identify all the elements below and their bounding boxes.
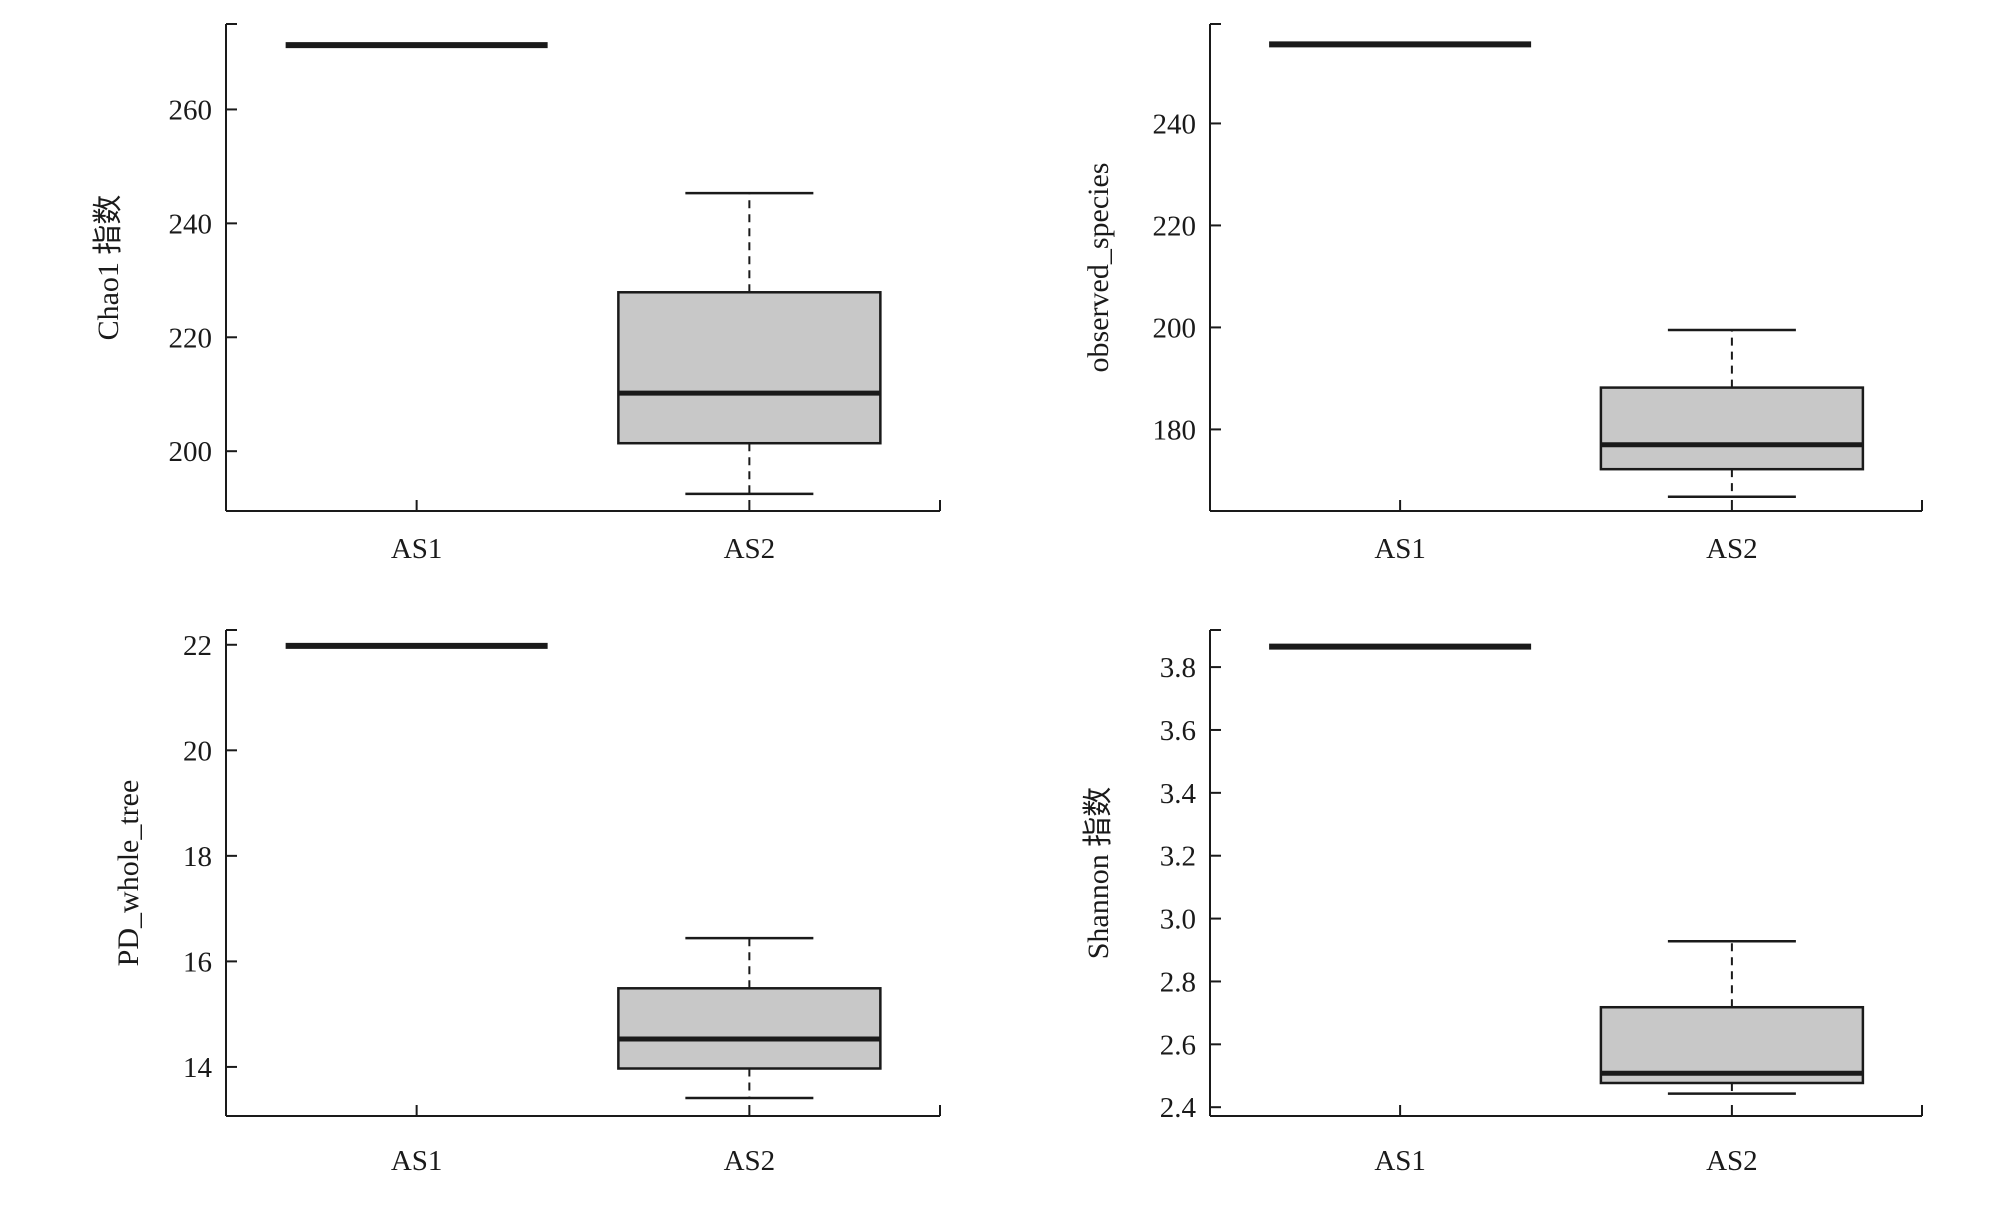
box-as2 [1599, 328, 1865, 498]
y-tick-label: 2.4 [1160, 1092, 1197, 1124]
y-tick-label: 20 [183, 735, 212, 767]
y-tick-label: 2.6 [1160, 1029, 1196, 1061]
y-axis-title: PD_whole_tree [112, 780, 145, 967]
y-tick-label: 260 [169, 94, 213, 126]
box-as2 [617, 936, 882, 1100]
x-tick-label: AS2 [1706, 533, 1758, 565]
y-tick-label: 3.2 [1160, 841, 1196, 873]
y-tick-label: 2.8 [1160, 966, 1196, 998]
chart-panel-3: 14 16 18 20 22 AS1 AS2 PD_whole_tree [112, 629, 941, 1177]
iqr-box [617, 987, 882, 1070]
y-tick-label: 180 [1153, 414, 1197, 446]
y-tick-label: 3.4 [1160, 778, 1197, 810]
x-tick-label: AS1 [1374, 1145, 1426, 1177]
box-as2 [1599, 939, 1865, 1095]
y-tick-label: 240 [169, 208, 213, 240]
chart-panel-1: 200 220 240 260 AS1 AS2 Chao1 指数 [92, 23, 941, 565]
y-tick-label: 220 [1153, 210, 1197, 242]
x-tick-label: AS1 [1374, 533, 1426, 565]
chart-panel-4: 2.4 2.6 2.8 3.0 3.2 3.4 3.6 3.8 AS1 AS2 Shannon 指数 [1082, 629, 1923, 1177]
y-tick-label: 18 [183, 841, 212, 873]
x-tick-label: AS1 [391, 1145, 443, 1177]
y-tick-label: 22 [183, 630, 212, 662]
box-as2 [617, 191, 882, 496]
y-axis-title: Shannon 指数 [1082, 787, 1115, 960]
iqr-box [1599, 1005, 1865, 1085]
x-tick-label: AS1 [391, 533, 443, 565]
x-tick-label: AS2 [1706, 1145, 1758, 1177]
x-tick-label: AS2 [724, 533, 776, 565]
y-tick-label: 3.6 [1160, 715, 1196, 747]
y-tick-label: 16 [183, 946, 212, 978]
y-tick-label: 220 [169, 322, 213, 354]
y-tick-label: 3.0 [1160, 904, 1196, 936]
y-tick-label: 200 [169, 436, 213, 468]
y-tick-label: 14 [183, 1052, 213, 1084]
iqr-box [617, 291, 882, 445]
iqr-box [1599, 386, 1865, 471]
chart-panel-2: 180 200 220 240 AS1 AS2 observed_species [1082, 23, 1923, 565]
y-tick-label: 3.8 [1160, 652, 1196, 684]
y-axis-title: Chao1 指数 [92, 195, 125, 341]
x-tick-label: AS2 [724, 1145, 776, 1177]
y-tick-label: 200 [1153, 312, 1197, 344]
y-axis-title: observed_species [1082, 163, 1115, 373]
y-tick-label: 240 [1153, 108, 1197, 140]
